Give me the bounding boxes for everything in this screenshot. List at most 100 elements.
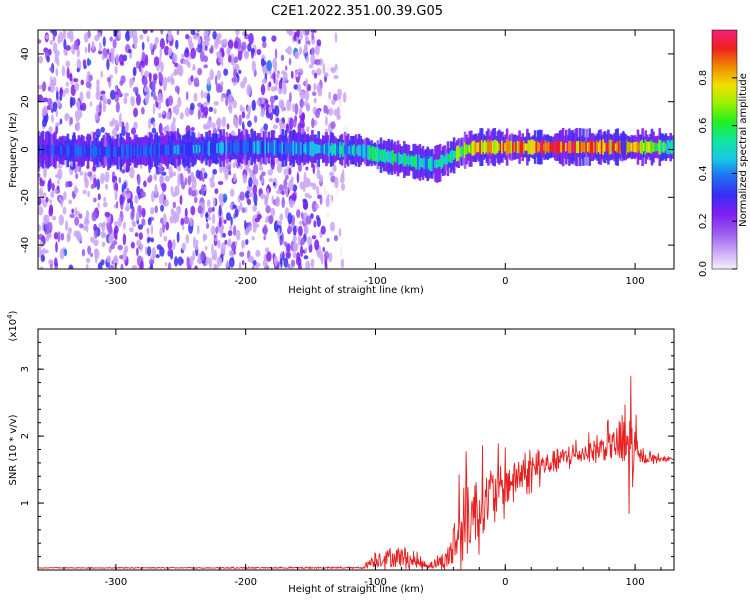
ridge-core [508, 140, 512, 154]
ridge-core [181, 145, 185, 154]
noise-speckle [83, 32, 89, 43]
noise-speckle [156, 65, 160, 72]
noise-speckle [241, 121, 245, 131]
noise-speckle [105, 183, 109, 190]
noise-speckle [99, 100, 102, 112]
noise-speckle [64, 220, 69, 231]
noise-speckle [244, 190, 251, 199]
spectrogram-y-label: Frequency (Hz) [8, 112, 19, 188]
noise-speckle [67, 227, 73, 234]
ridge-core [630, 142, 634, 152]
noise-speckle [340, 258, 345, 269]
noise-speckle [65, 181, 69, 189]
ridge-core [94, 145, 98, 157]
ridge-core [103, 146, 107, 157]
noise-speckle [233, 175, 237, 183]
noise-speckle [59, 86, 63, 97]
noise-speckle [312, 91, 317, 97]
ridge-core [346, 146, 350, 154]
noise-speckle [319, 194, 323, 205]
noise-speckle [112, 127, 118, 138]
noise-speckle [94, 253, 98, 264]
noise-speckle [83, 219, 88, 225]
noise-speckle [150, 30, 154, 33]
noise-speckle [248, 225, 252, 232]
ridge-core [130, 145, 134, 158]
noise-speckle [323, 104, 327, 114]
ridge-core [399, 153, 403, 164]
noise-speckle [91, 40, 95, 50]
noise-speckle [137, 224, 144, 230]
noise-speckle [175, 39, 179, 50]
noise-speckle [275, 117, 280, 124]
noise-speckle [38, 224, 42, 232]
ridge-core [337, 145, 341, 154]
ridge-core [669, 141, 672, 153]
ridge-core [462, 147, 465, 155]
noise-speckle [150, 237, 154, 243]
snr-y-tick-label: 2 [20, 433, 31, 439]
noise-speckle [284, 65, 288, 71]
noise-speckle [76, 109, 83, 119]
noise-speckle [81, 248, 86, 257]
ridge-core [367, 144, 370, 160]
noise-speckle [48, 126, 53, 134]
noise-speckle [141, 51, 146, 62]
noise-speckle [146, 35, 150, 43]
noise-speckle [56, 56, 60, 67]
ridge-core [57, 145, 60, 155]
noise-speckle [296, 252, 301, 262]
noise-speckle [54, 50, 60, 57]
noise-speckle [40, 254, 46, 263]
noise-speckle [109, 36, 113, 42]
noise-speckle [305, 260, 311, 269]
noise-speckle [38, 84, 43, 90]
ridge-core [560, 141, 563, 153]
noise-speckle [200, 250, 205, 262]
noise-speckle [247, 43, 252, 52]
ridge-core [292, 140, 296, 156]
ridge-core [80, 146, 84, 156]
ridge-core [230, 140, 233, 155]
noise-speckle [206, 222, 210, 230]
ridge-core [628, 141, 632, 153]
noise-speckle [286, 99, 292, 112]
noise-speckle [123, 181, 127, 190]
noise-speckle [136, 174, 141, 186]
noise-speckle [221, 51, 225, 58]
noise-speckle [220, 94, 224, 103]
noise-speckle [260, 58, 265, 67]
noise-speckle [256, 48, 262, 56]
ridge-core [406, 155, 409, 165]
noise-speckle [222, 193, 228, 203]
noise-speckle [168, 95, 174, 106]
ridge-core [424, 158, 428, 169]
noise-speckle [124, 206, 131, 212]
noise-speckle [311, 235, 317, 240]
ridge-core [667, 139, 671, 155]
ridge-core [180, 145, 183, 154]
ridge-core [353, 144, 356, 157]
ridge-core [365, 146, 369, 157]
ridge-core [457, 145, 461, 161]
noise-speckle [322, 62, 326, 75]
noise-speckle [329, 221, 336, 232]
noise-speckle [68, 264, 74, 269]
noise-speckle [211, 122, 216, 130]
noise-speckle [258, 165, 264, 171]
ridge-core [649, 141, 652, 153]
ridge-core [533, 140, 537, 154]
snr-x-label: Height of straight line (km) [288, 584, 424, 595]
noise-speckle [234, 241, 238, 247]
noise-speckle [210, 45, 214, 53]
ridge-core [426, 156, 429, 172]
noise-speckle [72, 78, 79, 83]
noise-speckle [52, 76, 57, 86]
ridge-core [418, 154, 422, 170]
noise-speckle [193, 35, 199, 40]
ridge-core [413, 155, 417, 168]
noise-speckle [303, 203, 308, 210]
ridge-core [625, 139, 629, 155]
ridge-core [658, 139, 662, 155]
